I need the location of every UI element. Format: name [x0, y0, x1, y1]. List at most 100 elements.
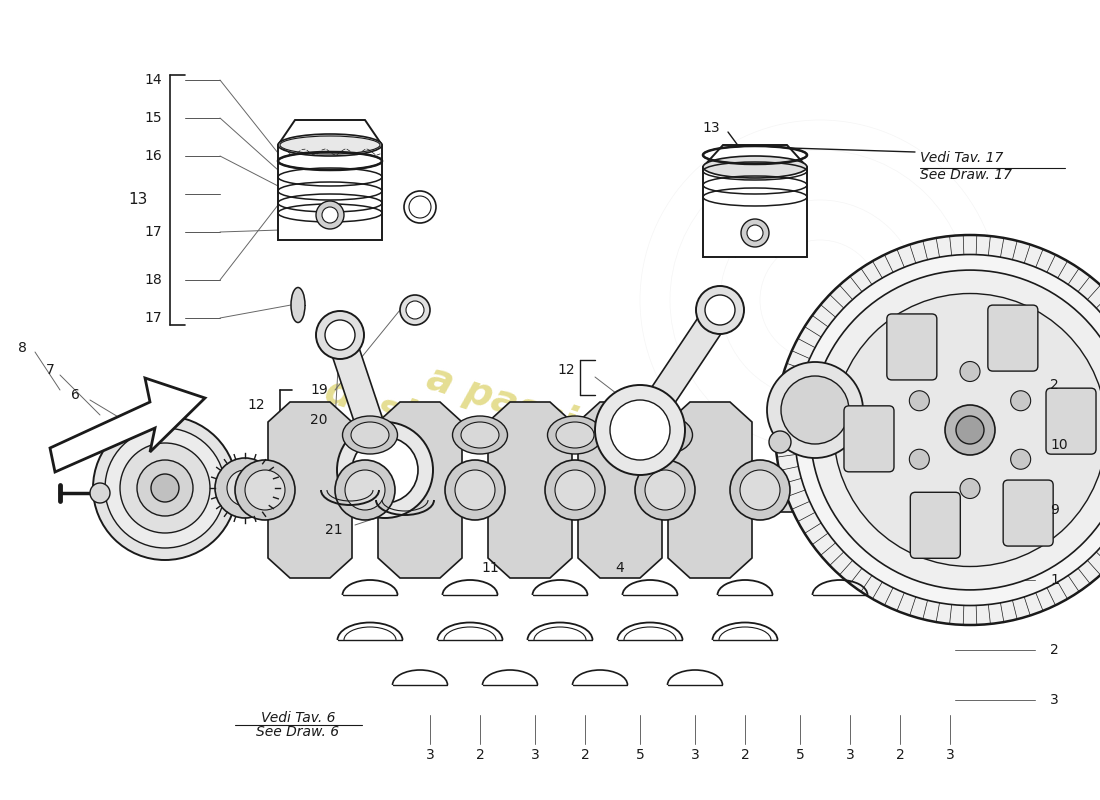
Circle shape	[227, 470, 263, 506]
Circle shape	[337, 422, 433, 518]
Circle shape	[767, 362, 864, 458]
Text: 2: 2	[475, 748, 484, 762]
Circle shape	[776, 235, 1100, 625]
Polygon shape	[668, 402, 752, 578]
Ellipse shape	[351, 422, 389, 448]
Circle shape	[245, 470, 285, 510]
Polygon shape	[488, 402, 572, 578]
Text: 11: 11	[481, 561, 499, 575]
Polygon shape	[240, 468, 810, 512]
Circle shape	[322, 207, 338, 223]
Circle shape	[316, 311, 364, 359]
Circle shape	[740, 470, 780, 510]
Circle shape	[94, 416, 236, 560]
Text: 1: 1	[1050, 573, 1059, 587]
Text: 3: 3	[1050, 693, 1058, 707]
Circle shape	[455, 470, 495, 510]
FancyBboxPatch shape	[1046, 388, 1096, 454]
Text: 17: 17	[144, 225, 162, 239]
Circle shape	[151, 474, 179, 502]
Circle shape	[910, 450, 930, 470]
FancyBboxPatch shape	[1003, 480, 1053, 546]
Circle shape	[834, 294, 1100, 566]
Circle shape	[120, 443, 210, 533]
Circle shape	[769, 431, 791, 453]
Text: 13: 13	[129, 193, 149, 207]
Polygon shape	[378, 402, 462, 578]
Text: 5: 5	[636, 748, 645, 762]
Circle shape	[104, 428, 226, 548]
Polygon shape	[628, 302, 732, 438]
Polygon shape	[703, 145, 807, 257]
Polygon shape	[268, 402, 352, 578]
FancyBboxPatch shape	[844, 406, 894, 472]
Circle shape	[1011, 390, 1031, 410]
Ellipse shape	[278, 134, 382, 156]
Polygon shape	[578, 402, 662, 578]
Circle shape	[741, 219, 769, 247]
Text: Vedi Tav. 6: Vedi Tav. 6	[261, 711, 336, 725]
Ellipse shape	[646, 422, 684, 448]
Circle shape	[400, 295, 430, 325]
Circle shape	[316, 201, 344, 229]
Polygon shape	[327, 330, 398, 474]
Text: 3: 3	[846, 748, 855, 762]
Circle shape	[747, 225, 763, 241]
Circle shape	[705, 295, 735, 325]
Circle shape	[730, 460, 790, 520]
Text: 19: 19	[310, 383, 328, 397]
Text: See Draw. 17: See Draw. 17	[920, 168, 1012, 182]
Circle shape	[610, 400, 670, 460]
Text: 7: 7	[45, 363, 54, 377]
Text: 13: 13	[703, 121, 720, 135]
Ellipse shape	[556, 422, 594, 448]
Circle shape	[956, 416, 984, 444]
Text: 2: 2	[895, 748, 904, 762]
Circle shape	[352, 437, 418, 503]
Polygon shape	[50, 378, 205, 472]
Text: 4: 4	[616, 561, 625, 575]
Circle shape	[781, 376, 849, 444]
Text: 5: 5	[795, 748, 804, 762]
Text: 6: 6	[70, 388, 79, 402]
Polygon shape	[278, 120, 382, 240]
Circle shape	[90, 483, 110, 503]
Text: 10: 10	[1050, 438, 1068, 452]
Circle shape	[406, 301, 424, 319]
Text: 18: 18	[144, 273, 162, 287]
Text: 3: 3	[946, 748, 955, 762]
Text: 2: 2	[740, 748, 749, 762]
Text: 14: 14	[144, 73, 162, 87]
Ellipse shape	[548, 416, 603, 454]
Circle shape	[794, 254, 1100, 606]
Circle shape	[345, 470, 385, 510]
Text: 17: 17	[144, 311, 162, 325]
Ellipse shape	[280, 136, 380, 154]
Ellipse shape	[452, 416, 507, 454]
FancyBboxPatch shape	[887, 314, 937, 380]
Circle shape	[910, 390, 930, 410]
Ellipse shape	[638, 416, 693, 454]
Circle shape	[960, 362, 980, 382]
Circle shape	[696, 286, 744, 334]
Circle shape	[544, 460, 605, 520]
Circle shape	[960, 478, 980, 498]
Ellipse shape	[342, 416, 397, 454]
Circle shape	[446, 460, 505, 520]
Circle shape	[235, 460, 295, 520]
Text: 9: 9	[1050, 503, 1059, 517]
Ellipse shape	[703, 156, 807, 178]
Circle shape	[336, 460, 395, 520]
Circle shape	[595, 385, 685, 475]
Circle shape	[324, 320, 355, 350]
Circle shape	[1011, 450, 1031, 470]
Text: 3: 3	[426, 748, 434, 762]
Text: Vedi Tav. 17: Vedi Tav. 17	[920, 151, 1003, 165]
Text: 12: 12	[558, 363, 575, 377]
Text: 12: 12	[248, 398, 265, 412]
Circle shape	[645, 470, 685, 510]
Text: 2: 2	[1050, 643, 1058, 657]
Text: 3: 3	[530, 748, 539, 762]
Circle shape	[556, 470, 595, 510]
FancyBboxPatch shape	[988, 305, 1038, 371]
